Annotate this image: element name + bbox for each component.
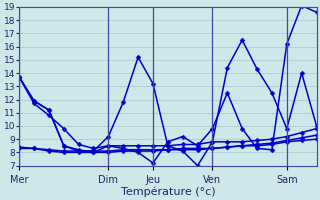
X-axis label: Température (°c): Température (°c) [121,186,215,197]
